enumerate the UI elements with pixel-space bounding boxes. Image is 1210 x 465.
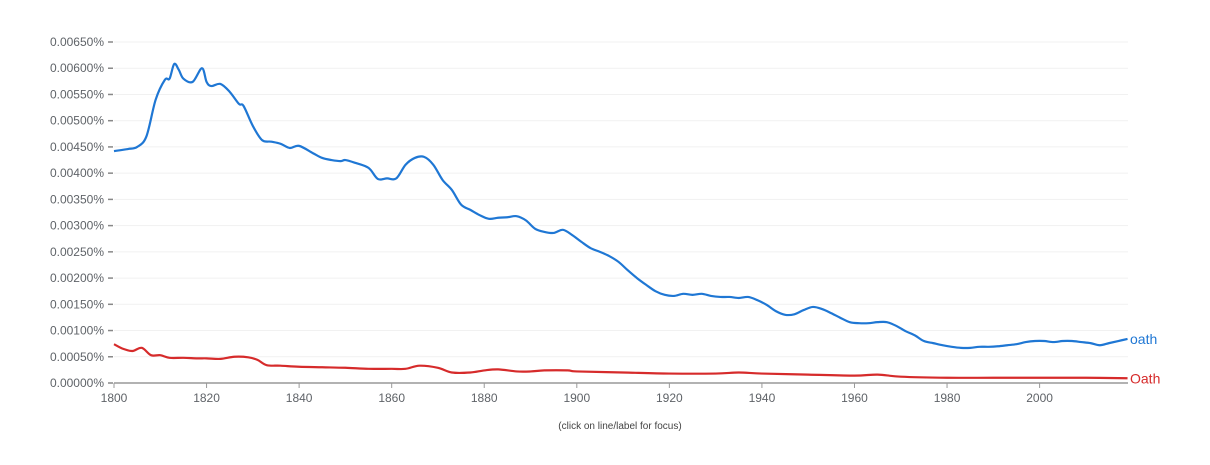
x-tick-label: 2000	[1026, 391, 1053, 405]
y-tick-label: 0.00050%	[50, 350, 104, 364]
gridlines	[114, 41, 1128, 358]
x-tick-label: 1840	[286, 391, 313, 405]
y-axis: 0.00000% 0.00050% 0.00100% 0.00150% 0.00200%…	[50, 35, 113, 390]
y-tick-label: 0.00000%	[50, 376, 104, 390]
focus-hint: (click on line/label for focus)	[558, 421, 681, 432]
y-tick-label: 0.00200%	[50, 271, 104, 285]
y-tick-label: 0.00250%	[50, 245, 104, 259]
y-tick-label: 0.00550%	[50, 87, 104, 101]
y-tick-label: 0.00400%	[50, 166, 104, 180]
series-label[interactable]: Oath	[1130, 370, 1160, 386]
y-tick-label: 0.00500%	[50, 114, 104, 128]
x-tick-label: 1920	[656, 391, 683, 405]
x-tick-label: 1980	[934, 391, 961, 405]
y-tick-label: 0.00650%	[50, 35, 104, 49]
series-label[interactable]: oath	[1130, 331, 1157, 347]
y-tick-label: 0.00100%	[50, 324, 104, 338]
y-tick-label: 0.00450%	[50, 140, 104, 154]
x-tick-label: 1880	[471, 391, 498, 405]
x-tick-label: 1940	[749, 391, 776, 405]
x-tick-label: 1900	[563, 391, 590, 405]
series-line-oath[interactable]	[113, 62, 1128, 350]
series-lines[interactable]: oath Oath	[113, 62, 1160, 387]
y-tick-label: 0.00600%	[50, 61, 104, 75]
y-tick-label: 0.00350%	[50, 192, 104, 206]
y-tick-label: 0.00150%	[50, 297, 104, 311]
series-line-oath-capitalized[interactable]	[113, 343, 1128, 380]
x-tick-label: 1960	[841, 391, 868, 405]
x-tick-label: 1820	[193, 391, 220, 405]
y-tick-label: 0.00300%	[50, 219, 104, 233]
x-axis: 1800 1820 1840 1860 1880 1900 1920 1940 1960 1980…	[101, 382, 1128, 405]
x-tick-label: 1860	[378, 391, 405, 405]
x-tick-label: 1800	[101, 391, 128, 405]
